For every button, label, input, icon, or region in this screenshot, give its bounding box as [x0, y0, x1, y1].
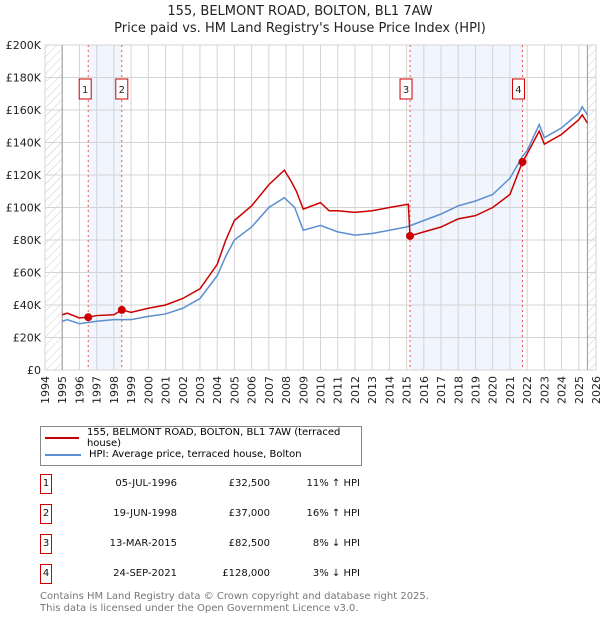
footer-line: This data is licensed under the Open Gov…: [40, 603, 359, 614]
y-tick-label: £180K: [6, 72, 42, 85]
sale-hpi-diff: 16% ↑ HPI: [306, 508, 360, 519]
sale-hpi-diff: 3% ↓ HPI: [312, 568, 360, 579]
sale-label-box: [511, 78, 525, 100]
sale-label-box: [399, 78, 413, 100]
legend-swatch: [45, 436, 79, 439]
legend-item-price: 155, BELMONT ROAD, BOLTON, BL1 7AW (terr…: [41, 426, 361, 449]
sale-price: £82,500: [228, 538, 270, 549]
legend-label: HPI: Average price, terraced house, Bolt…: [89, 449, 302, 460]
legend-label: 155, BELMONT ROAD, BOLTON, BL1 7AW (terr…: [86, 426, 341, 449]
y-tick-label: £40K: [13, 299, 42, 312]
x-tick-label: 2006: [246, 376, 259, 404]
footer-line: Contains HM Land Registry data © Crown c…: [40, 591, 429, 602]
sale-number: 3: [40, 534, 52, 554]
sale-label-box: [115, 78, 129, 100]
x-tick-label: 2022: [521, 376, 534, 404]
y-tick-label: £80K: [13, 234, 42, 247]
sale-hpi-diff: 11% ↑ HPI: [306, 478, 360, 489]
x-tick-label: 2015: [401, 376, 414, 404]
x-tick-label: 2020: [487, 376, 500, 404]
y-tick-label: £60K: [13, 267, 42, 280]
plot-area: 1994 1995 1996 1997 1998 1999 2000 2001 2002 2003…: [6, 39, 600, 404]
x-tick-label: 2004: [211, 376, 224, 404]
sale-point: [406, 231, 415, 240]
y-tick-label: £0: [27, 364, 41, 377]
sale-label: 3: [403, 85, 409, 96]
x-tick-label: 1994: [39, 376, 52, 404]
sale-price: £32,500: [228, 478, 270, 489]
sale-point: [518, 158, 527, 166]
x-tick-label: 2001: [160, 376, 173, 404]
sale-number: 1: [40, 474, 52, 494]
x-tick-label: 2011: [332, 376, 345, 404]
sale-label-box: [78, 78, 92, 100]
x-tick-label: 2002: [177, 376, 190, 404]
x-tick-label: 2010: [315, 376, 328, 404]
x-tick-label: 1996: [73, 376, 86, 404]
sale-label: 4: [515, 85, 521, 96]
x-tick-label: 2016: [418, 376, 431, 404]
sale-date: 24-SEP-2021: [113, 568, 177, 579]
footer: Contains HM Land Registry data © Crown c…: [40, 591, 429, 615]
sale-price: £37,000: [228, 508, 270, 519]
x-tick-label: 2012: [349, 376, 362, 404]
x-tick-label: 2003: [194, 376, 207, 404]
x-tick-label: 2026: [590, 376, 600, 404]
legend-item-hpi: HPI: Average price, terraced house, Bolt…: [41, 446, 361, 463]
x-tick-label: 1999: [125, 376, 138, 404]
hpi-line: [61, 105, 589, 325]
legend: 155, BELMONT ROAD, BOLTON, BL1 7AW (terr…: [40, 426, 362, 466]
x-tick-label: 2021: [504, 376, 517, 404]
x-tick-label: 2023: [538, 376, 551, 404]
y-tick-label: £20K: [13, 332, 42, 345]
chart-title: 155, BELMONT ROAD, BOLTON, BL1 7AW: [167, 4, 433, 19]
x-tick-label: 2019: [469, 376, 482, 404]
x-tick-label: 1997: [91, 376, 104, 404]
y-tick-label: £100K: [6, 202, 42, 215]
sale-number: 4: [40, 564, 52, 584]
sale-point: [117, 305, 126, 314]
x-tick-label: 2013: [366, 376, 379, 404]
sale-date: 05-JUL-1996: [115, 478, 177, 489]
y-tick-label: £120K: [6, 169, 42, 182]
sale-date: 19-JUN-1998: [113, 508, 177, 519]
x-tick-label: 2025: [573, 376, 586, 404]
sale-number: 2: [40, 504, 52, 524]
sale-price: £128,000: [222, 568, 270, 579]
sale-label: 2: [119, 85, 125, 96]
x-tick-label: 2008: [280, 376, 293, 404]
chart-subtitle: Price paid vs. HM Land Registry's House …: [114, 21, 486, 36]
x-tick-label: 2009: [297, 376, 310, 404]
x-tick-label: 2000: [142, 376, 155, 404]
x-tick-label: 2005: [228, 376, 241, 404]
sale-label: 1: [82, 85, 88, 96]
sale-date: 13-MAR-2015: [109, 538, 177, 549]
y-tick-label: £140K: [6, 137, 42, 150]
x-tick-label: 2024: [556, 376, 569, 404]
sale-hpi-diff: 8% ↓ HPI: [312, 538, 360, 549]
sale-point: [84, 313, 93, 322]
x-tick-label: 2014: [383, 376, 396, 404]
x-tick-label: 2018: [452, 376, 465, 404]
y-tick-label: £200K: [6, 39, 42, 52]
y-tick-label: £160K: [6, 104, 42, 117]
x-tick-label: 2017: [435, 376, 448, 404]
x-tick-label: 2007: [263, 376, 276, 404]
x-tick-label: 1995: [56, 376, 69, 404]
legend-swatch: [45, 453, 81, 456]
x-tick-label: 1998: [108, 376, 121, 404]
